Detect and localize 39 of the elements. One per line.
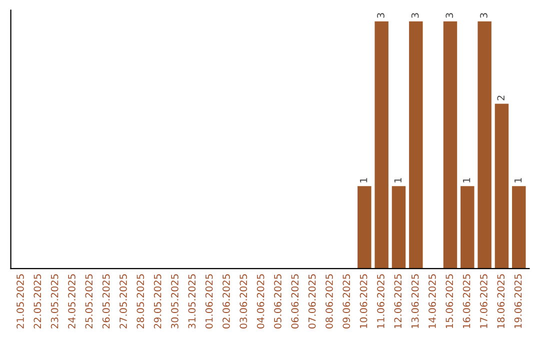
x-tick-label: 19.06.2025 bbox=[514, 274, 522, 328]
x-tick-label: 12.06.2025 bbox=[394, 274, 402, 328]
x-tick-label: 28.05.2025 bbox=[136, 274, 144, 328]
x-tick-label: 10.06.2025 bbox=[360, 274, 368, 328]
x-tick-label: 02.06.2025 bbox=[222, 274, 230, 328]
x-tick-label: 23.05.2025 bbox=[50, 274, 58, 328]
x-tick-label: 27.05.2025 bbox=[120, 274, 127, 328]
x-tick-label: 06.06.2025 bbox=[291, 274, 299, 328]
x-tick-label: 05.06.2025 bbox=[274, 274, 282, 328]
data-label: 3 bbox=[411, 13, 419, 18]
data-label: 3 bbox=[377, 13, 384, 18]
data-label: 1 bbox=[394, 178, 402, 182]
x-tick-label: 18.06.2025 bbox=[497, 274, 505, 328]
data-label: 2 bbox=[497, 96, 504, 100]
x-tick-label: 11.06.2025 bbox=[377, 274, 384, 328]
x-tick-label: 21.05.2025 bbox=[16, 274, 24, 328]
data-label: 1 bbox=[514, 178, 522, 182]
data-label: 1 bbox=[463, 178, 470, 182]
x-tick-label: 22.05.2025 bbox=[34, 274, 42, 328]
x-tick-label: 29.05.2025 bbox=[154, 274, 162, 328]
x-tick-label: 09.06.2025 bbox=[342, 274, 350, 328]
data-label: 3 bbox=[480, 13, 488, 18]
x-tick-label: 15.06.2025 bbox=[446, 274, 454, 328]
x-tick-label: 26.05.2025 bbox=[102, 274, 110, 328]
data-label: 1 bbox=[360, 178, 368, 182]
x-tick-label: 13.06.2025 bbox=[411, 274, 419, 328]
x-tick-label: 04.06.2025 bbox=[256, 274, 264, 328]
x-tick-label: 07.06.2025 bbox=[308, 274, 316, 328]
x-tick-label: 31.05.2025 bbox=[188, 274, 196, 328]
x-tick-label: 30.05.2025 bbox=[171, 274, 178, 328]
x-tick-label: 08.06.2025 bbox=[326, 274, 333, 328]
x-tick-label: 17.06.2025 bbox=[480, 274, 488, 328]
x-tick-label: 01.06.2025 bbox=[205, 274, 213, 328]
x-tick-label: 24.05.2025 bbox=[68, 274, 76, 328]
x-tick-label: 16.06.2025 bbox=[462, 274, 470, 328]
data-label: 3 bbox=[446, 13, 454, 18]
x-tick-label: 25.05.2025 bbox=[85, 274, 93, 328]
x-tick-label: 03.06.2025 bbox=[240, 274, 248, 328]
x-tick-label: 14.06.2025 bbox=[428, 274, 436, 328]
